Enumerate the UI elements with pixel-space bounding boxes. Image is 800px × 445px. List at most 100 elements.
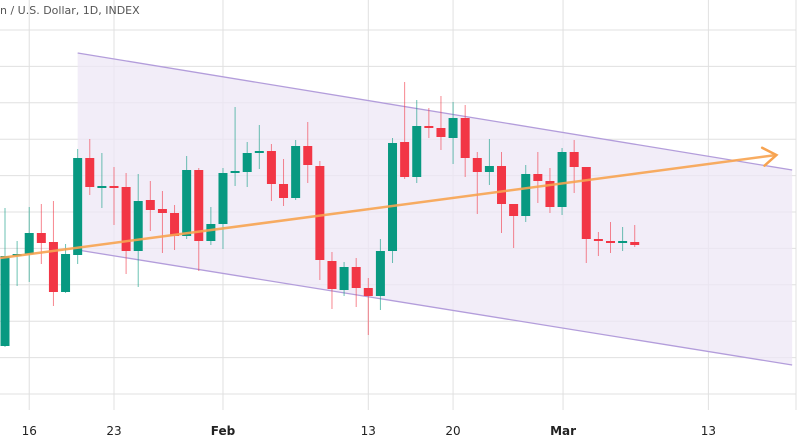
candle	[12, 241, 22, 286]
candle	[472, 152, 482, 214]
x-tick-label: 20	[445, 424, 460, 438]
candle	[145, 181, 155, 231]
candle-body	[557, 152, 567, 207]
candle-body	[509, 204, 519, 216]
candle	[315, 161, 325, 280]
candle-body	[291, 146, 301, 198]
candle	[375, 239, 385, 310]
candle	[545, 168, 555, 213]
candle-body	[424, 126, 434, 128]
candle	[61, 244, 71, 293]
candle-body	[375, 251, 385, 296]
candle-body	[618, 241, 628, 243]
candle-body	[400, 142, 410, 177]
candle-body	[85, 158, 95, 187]
candle-body	[388, 143, 398, 251]
candle	[157, 191, 167, 253]
candle-body	[194, 170, 204, 241]
candle-body	[109, 186, 119, 188]
candle	[630, 225, 640, 247]
candle	[36, 204, 46, 264]
candle-body	[97, 186, 107, 188]
candle-body	[0, 256, 10, 346]
candle	[606, 222, 615, 253]
candle	[121, 173, 131, 274]
candle-body	[630, 242, 640, 245]
candle	[339, 262, 349, 296]
candle-body	[484, 166, 494, 172]
candle	[509, 204, 519, 248]
candle-body	[569, 152, 579, 167]
candle-body	[593, 239, 603, 241]
candle	[521, 165, 531, 222]
x-tick-label: Mar	[550, 424, 576, 438]
candle-body	[145, 200, 155, 210]
candle-body	[36, 233, 46, 243]
candle	[460, 105, 470, 177]
candle	[327, 252, 337, 309]
x-tick-label: Feb	[211, 424, 236, 438]
candle	[436, 96, 446, 150]
candle-body	[339, 267, 349, 290]
candle-body	[545, 181, 555, 207]
candle	[618, 227, 628, 251]
candle-body	[266, 151, 276, 184]
candle	[109, 167, 119, 225]
candle	[0, 208, 10, 347]
candle-body	[412, 126, 422, 177]
candle-body	[351, 267, 361, 288]
x-tick-label: 16	[22, 424, 37, 438]
candle-body	[315, 166, 325, 260]
candle	[448, 102, 458, 164]
x-tick-label: 13	[361, 424, 376, 438]
candle-body	[533, 174, 543, 181]
candle-body	[581, 167, 591, 239]
candle-body	[363, 288, 373, 296]
candle	[206, 207, 216, 245]
candle-body	[218, 173, 228, 224]
candle	[24, 207, 34, 282]
candle	[412, 100, 422, 183]
candle	[279, 159, 289, 206]
candle-body	[436, 128, 446, 137]
candle-body	[460, 118, 470, 158]
candle-body	[121, 187, 131, 251]
candle-body	[497, 166, 507, 204]
candle-body	[61, 254, 71, 292]
candle-body	[230, 171, 240, 173]
candle-body	[170, 213, 180, 236]
candle	[388, 138, 398, 263]
candle	[557, 148, 567, 215]
candle	[182, 156, 192, 239]
candle	[194, 168, 204, 271]
channel-upper-line	[77, 52, 793, 171]
candle	[484, 139, 494, 185]
candle	[569, 140, 579, 193]
candle-body	[472, 158, 482, 172]
trend-arrow-line	[0, 153, 777, 260]
parallel-channel-fill	[77, 53, 793, 365]
x-tick-label: 23	[106, 424, 121, 438]
candle	[73, 149, 83, 264]
candle	[363, 278, 373, 335]
candle	[593, 232, 603, 256]
candle	[97, 153, 107, 208]
candle-body	[606, 241, 615, 243]
candle	[170, 205, 180, 250]
candle-body	[242, 153, 252, 172]
candle-body	[133, 201, 143, 251]
candle-body	[206, 224, 216, 241]
candle-body	[157, 209, 167, 213]
candle-body	[182, 170, 192, 236]
x-tick-label: 13	[701, 424, 716, 438]
candle-body	[254, 151, 264, 153]
candle-body	[303, 146, 313, 165]
candle-body	[73, 158, 83, 255]
candle-body	[24, 233, 34, 254]
candle	[133, 174, 143, 287]
candle	[242, 142, 252, 187]
candle	[351, 258, 361, 307]
candle-body	[521, 174, 531, 216]
candle	[424, 108, 434, 138]
